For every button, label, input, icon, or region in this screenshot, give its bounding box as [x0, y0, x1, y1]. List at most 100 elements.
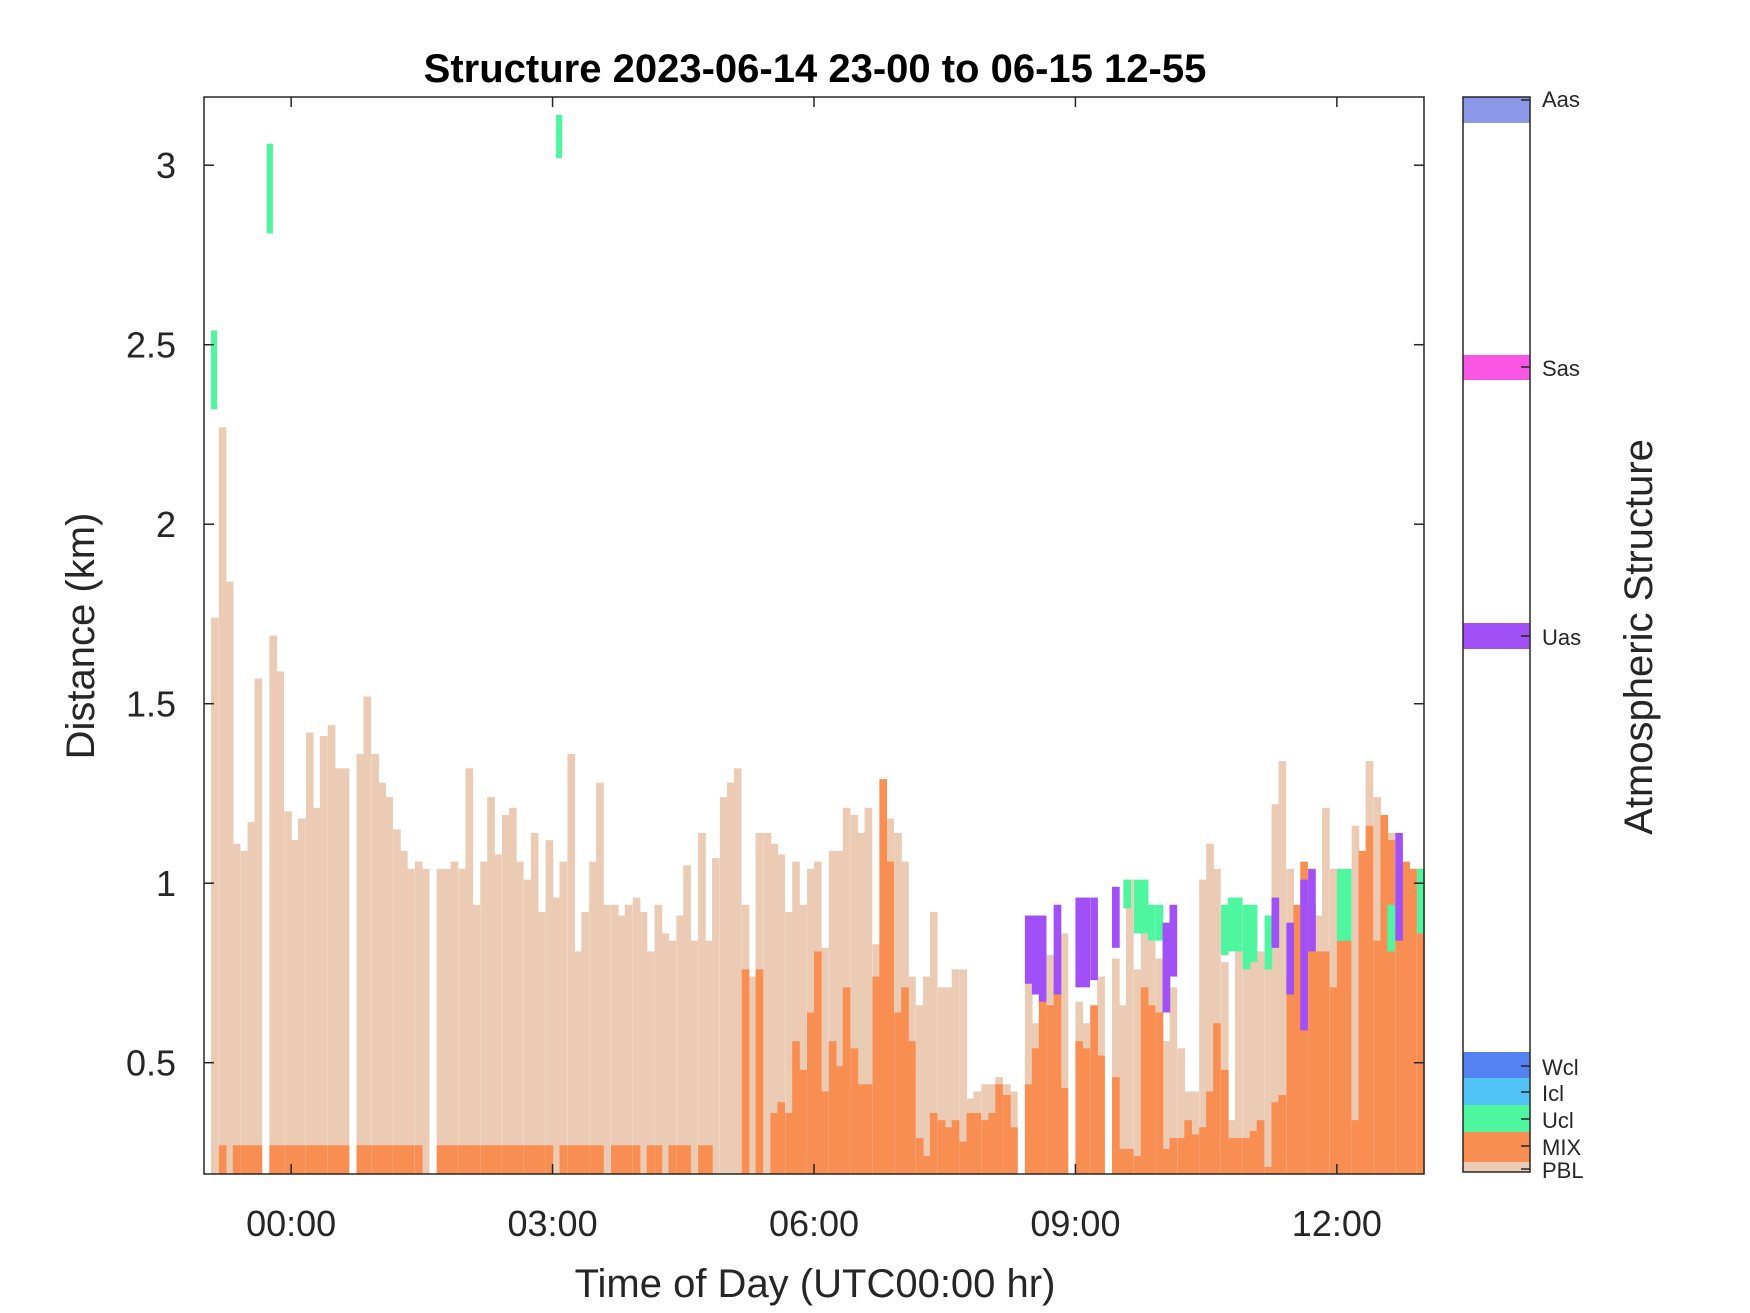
pbl-bar [1191, 1091, 1199, 1174]
mix-bar [632, 1145, 641, 1174]
mix-bar [959, 1141, 968, 1174]
axis-layer: 00:00 03:00 06:00 09:00 12:00 0.5 1 1.5 2 2.5 3 [126, 97, 1424, 1244]
mix-bar [1242, 1138, 1251, 1174]
uas-layer-bar [1031, 915, 1040, 995]
mix-bar [1097, 1055, 1105, 1174]
pbl-bar [356, 753, 365, 1174]
pbl-bar [421, 868, 430, 1174]
pbl-bar [523, 879, 532, 1174]
mix-bar [1387, 840, 1396, 1174]
mix-bar [1177, 1138, 1186, 1174]
pbl-bar [835, 850, 844, 1174]
uas-layer-bar [1395, 832, 1403, 941]
mix-bar [1112, 1077, 1120, 1174]
mix-bar [951, 1120, 960, 1174]
pbl-bar [254, 678, 263, 1174]
colorbar-label-icl: Icl [1542, 1081, 1564, 1106]
mix-bar [1351, 1120, 1360, 1174]
ucl-layer-bar [556, 114, 563, 159]
mix-bar [1249, 1130, 1258, 1174]
pbl-bar [1264, 958, 1273, 1174]
mix-bar [298, 1145, 306, 1174]
pbl-bar [1024, 962, 1033, 1174]
pbl-bar [210, 617, 219, 1174]
pbl-bar [537, 911, 546, 1174]
mix-bar [537, 1145, 546, 1174]
ucl-layer-bar [1123, 879, 1132, 909]
pbl-bar [1249, 947, 1258, 1174]
pbl-bar [414, 861, 423, 1174]
pbl-bar [1256, 951, 1265, 1174]
pbl-bar [232, 843, 241, 1174]
pbl-bar [371, 753, 379, 1174]
mix-bar [988, 1112, 996, 1174]
mix-bar [676, 1145, 684, 1174]
pbl-bar [276, 671, 284, 1174]
mix-bar [894, 1012, 902, 1174]
pbl-bar [291, 840, 299, 1174]
colorbar-label-aas: Aas [1542, 87, 1580, 112]
mix-bar [1256, 1120, 1265, 1174]
ucl-layer-bar [1234, 897, 1243, 952]
mix-bar [269, 1145, 278, 1174]
pbl-bar [341, 768, 350, 1174]
mix-bar [981, 1120, 989, 1174]
pbl-bar [763, 832, 772, 1174]
mix-bar [443, 1145, 452, 1174]
pbl-bar [218, 427, 227, 1174]
mix-bar [1343, 868, 1352, 1174]
pbl-bar [305, 732, 314, 1174]
mix-bar [1271, 1102, 1280, 1174]
colorbar-label-ucl: Ucl [1542, 1108, 1574, 1133]
pbl-bar [922, 976, 931, 1174]
mix-bar [1169, 1138, 1178, 1174]
pbl-bar [683, 865, 691, 1174]
pbl-bar [1199, 879, 1207, 1174]
colorbar-band-icl [1463, 1078, 1530, 1105]
pbl-bar [1213, 868, 1221, 1174]
mix-bar [937, 1120, 946, 1174]
mix-bar [494, 1145, 502, 1174]
ucl-layer-bar [1387, 904, 1396, 952]
pbl-bar [1234, 947, 1243, 1174]
mix-bar [668, 1145, 677, 1174]
pbl-bar [632, 897, 641, 1174]
mix-bar [1031, 1048, 1040, 1174]
mix-bar [363, 1145, 372, 1174]
pbl-bar [567, 753, 576, 1174]
pbl-bar [719, 797, 728, 1174]
mix-bar [480, 1145, 488, 1174]
pbl-bar [777, 854, 786, 1174]
pbl-bar [1242, 947, 1251, 1174]
mix-bar [915, 1138, 924, 1174]
pbl-bar [596, 782, 604, 1174]
ucl-layer-bar [210, 330, 218, 410]
mix-bar [502, 1145, 510, 1174]
pbl-bar [269, 635, 278, 1174]
pbl-bar [1060, 933, 1069, 1174]
pbl-bar [319, 736, 328, 1174]
mix-bar [901, 987, 909, 1174]
mix-bar [356, 1145, 365, 1174]
pbl-bar [363, 696, 372, 1174]
pbl-bar [472, 904, 481, 1174]
mix-bar [1220, 1069, 1229, 1174]
mix-bar [450, 1145, 459, 1174]
ucl-layer-bar [266, 143, 273, 234]
mix-bar [305, 1145, 314, 1174]
pbl-bar [589, 861, 597, 1174]
mix-bar [1162, 1148, 1171, 1174]
pbl-bar [298, 818, 306, 1174]
pbl-bar [1351, 825, 1360, 1174]
pbl-bar [552, 897, 561, 1174]
pbl-bar [937, 987, 946, 1174]
mix-bar [545, 1145, 554, 1174]
pbl-bar [574, 951, 583, 1174]
pbl-bar [1220, 962, 1229, 1174]
mix-bar [596, 1145, 604, 1174]
mix-bar [1046, 1005, 1055, 1174]
series-mix [218, 779, 1425, 1174]
pbl-bar [385, 797, 393, 1174]
mix-bar [254, 1145, 263, 1174]
